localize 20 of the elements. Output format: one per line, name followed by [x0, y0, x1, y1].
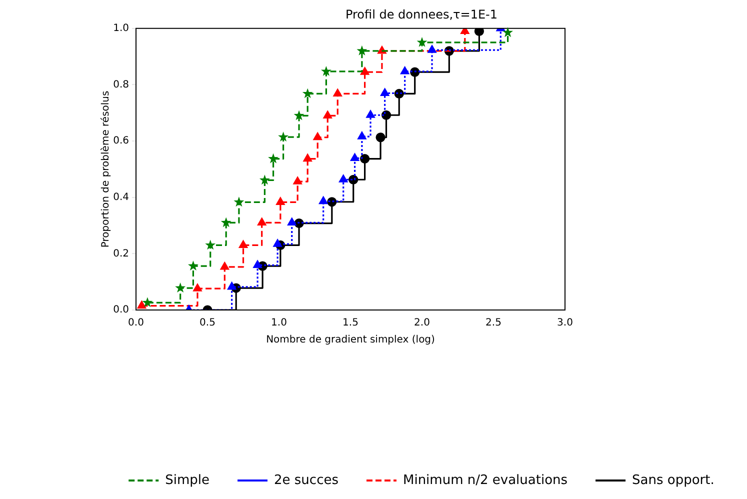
y-axis-title: Proportion de problème résolus [100, 90, 112, 248]
y-tick-label: 1.0 [113, 22, 129, 34]
y-tick-label: 0.4 [113, 192, 129, 203]
x-tick-label: 0.0 [128, 318, 144, 329]
y-tick-label: 0.6 [113, 136, 129, 147]
x-axis-title: Nombre de gradient simplex (log) [266, 334, 436, 346]
x-tick-label: 1.0 [271, 318, 287, 329]
chart-title: Profil de donnees,τ=1E-1 [345, 7, 498, 22]
x-tick-label: 0.5 [200, 318, 216, 329]
legend-label: Minimum n/2 evaluations [402, 472, 568, 488]
x-tick-label: 2.5 [486, 318, 502, 329]
x-tick-label: 2.0 [414, 318, 430, 329]
legend-label: Simple [165, 472, 210, 488]
legend-label: 2e succes [274, 472, 339, 488]
y-tick-label: 0.8 [113, 79, 129, 90]
y-tick-label: 0.2 [113, 248, 129, 260]
y-tick-label: 0.0 [113, 304, 129, 316]
x-tick-label: 1.5 [342, 318, 358, 329]
legend-label: Sans opport. [632, 472, 714, 488]
x-tick-label: 3.0 [557, 318, 573, 329]
